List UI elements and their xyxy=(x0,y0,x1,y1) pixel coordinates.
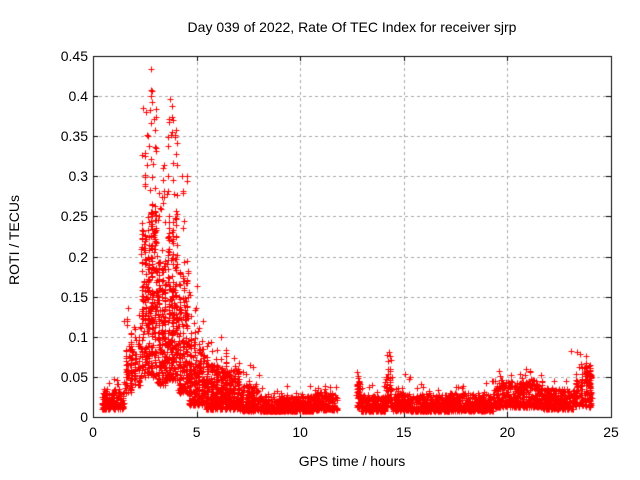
x-tick-label: 15 xyxy=(396,424,412,440)
y-tick-label: 0.25 xyxy=(60,208,88,225)
y-tick-label: 0.1 xyxy=(68,328,88,345)
y-tick-label: 0.3 xyxy=(68,168,88,185)
y-tick-label: 0.15 xyxy=(60,288,88,305)
y-tick-label: 0.35 xyxy=(60,128,88,145)
x-axis-label: GPS time / hours xyxy=(298,453,406,469)
y-tick-label: 0.4 xyxy=(68,88,88,105)
x-tick-label: 0 xyxy=(89,424,97,440)
chart-title: Day 039 of 2022, Rate Of TEC Index for r… xyxy=(187,19,517,35)
y-tick-label: 0.05 xyxy=(60,368,88,385)
x-tick-label: 10 xyxy=(292,424,308,440)
y-tick-label: 0 xyxy=(80,409,88,425)
y-tick-label: 0.45 xyxy=(60,48,88,64)
y-axis-label: ROTI / TECUs xyxy=(6,195,22,285)
x-tick-label: 5 xyxy=(192,424,201,440)
x-tick-label: 25 xyxy=(603,424,619,440)
y-tick-label: 0.2 xyxy=(68,248,88,265)
x-tick-label: 20 xyxy=(499,424,516,440)
